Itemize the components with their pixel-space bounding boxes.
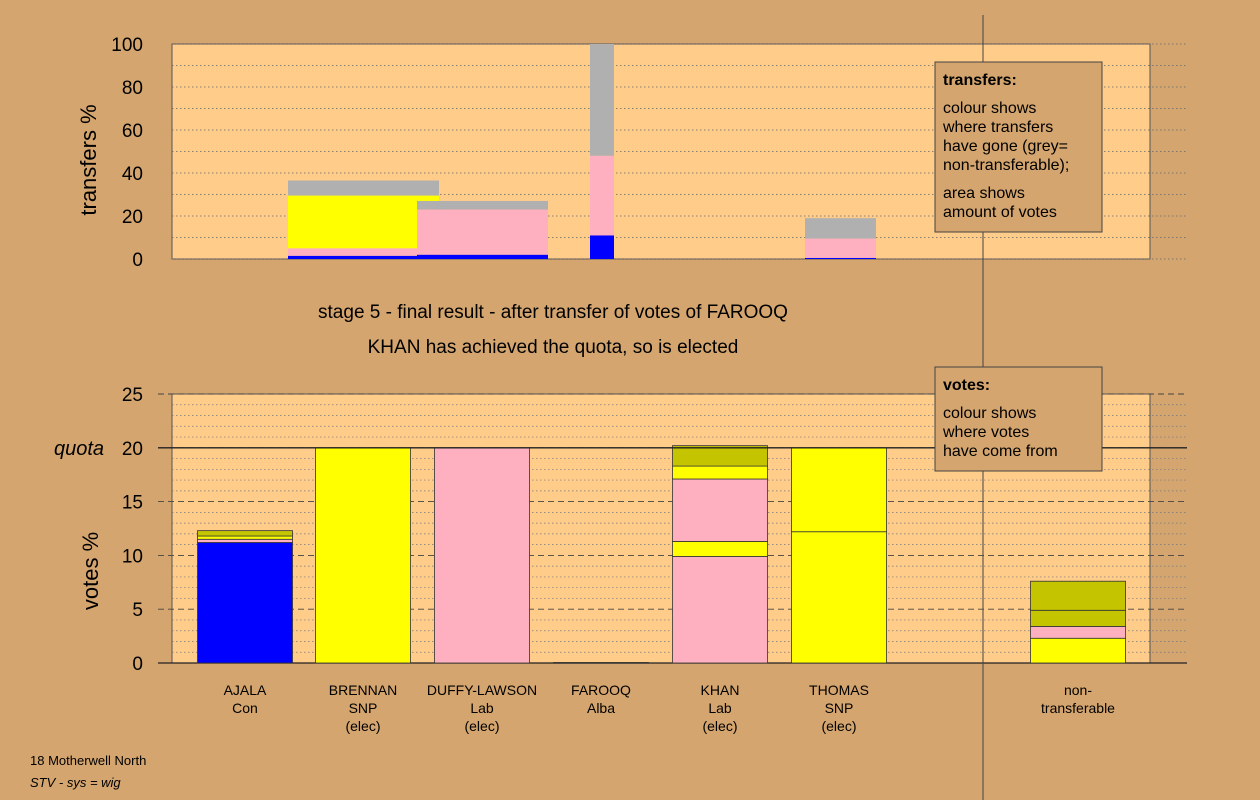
transfers-legend-line-5: area shows	[943, 185, 1025, 202]
candidate-label: non-	[1064, 682, 1092, 698]
candidate-label: Lab	[708, 700, 732, 716]
candidate-label: (elec)	[464, 718, 499, 734]
votes-legend-line-1: colour shows	[943, 405, 1036, 422]
candidate-label: DUFFY-LAWSON	[427, 682, 537, 698]
vote-segment-khan	[672, 541, 768, 557]
transfers-legend-line-4: non-transferable);	[943, 157, 1069, 174]
transfers-legend-line-2: where transfers	[942, 119, 1053, 136]
transfers-legend-line-3: have gone (grey=	[943, 138, 1068, 155]
transfers-legend: transfers: colour shows where transfers …	[934, 61, 1103, 233]
transfer-segment-duffy-lawson	[417, 200, 548, 210]
transfer-segment-brennan	[288, 255, 439, 259]
vote-segment-non-transferable	[1030, 580, 1126, 611]
transfers-legend-title: transfers:	[943, 72, 1017, 89]
votes-y-tick-label: 25	[122, 385, 143, 406]
candidate-label: (elec)	[345, 718, 380, 734]
candidate-label: (elec)	[702, 718, 737, 734]
footer-constituency: 18 Motherwell North	[30, 753, 146, 768]
candidate-label: SNP	[825, 700, 854, 716]
transfer-segment-farooq	[590, 44, 614, 156]
candidate-label: AJALA	[224, 682, 267, 698]
vote-segment-ajala	[197, 542, 293, 664]
votes-y-tick-label: 10	[122, 546, 143, 567]
candidate-label: KHAN	[701, 682, 740, 698]
votes-y-tick-label: 0	[132, 654, 143, 675]
vote-segment-khan	[672, 445, 768, 467]
transfers-y-ticks: 0 20 40 60 80 100	[111, 35, 143, 271]
vote-segment-non-transferable	[1030, 609, 1126, 627]
candidate-label: BRENNAN	[329, 682, 397, 698]
transfers-legend-line-6: amount of votes	[943, 204, 1057, 221]
footer-system: STV - sys = wig	[30, 775, 121, 790]
votes-y-tick-label: 5	[132, 600, 143, 621]
stage-subtitle: KHAN has achieved the quota, so is elect…	[368, 337, 739, 358]
candidate-label: THOMAS	[809, 682, 869, 698]
votes-legend-title: votes:	[943, 377, 990, 394]
transfer-segment-brennan	[288, 248, 439, 256]
transfer-segment-duffy-lawson	[417, 254, 548, 259]
transfer-segment-thomas	[805, 218, 876, 239]
transfers-y-tick-label: 100	[111, 35, 143, 56]
votes-y-tick-label: 20	[122, 439, 143, 460]
votes-y-tick-label: 15	[122, 493, 143, 514]
transfer-segment-thomas	[805, 238, 876, 258]
transfer-segment-brennan	[288, 180, 439, 196]
vote-segment-duffy-lawson	[434, 447, 530, 664]
votes-y-ticks: 0 5 10 15 20 25	[122, 385, 143, 675]
transfers-legend-line-1: colour shows	[943, 100, 1036, 117]
vote-segment-ajala	[197, 530, 293, 537]
votes-legend: votes: colour shows where votes have com…	[934, 366, 1103, 472]
vote-segment-ajala	[197, 535, 293, 540]
votes-y-axis-label: votes %	[78, 532, 103, 610]
transfers-y-tick-label: 40	[122, 164, 143, 185]
vote-segment-brennan	[315, 447, 411, 664]
candidate-label: (elec)	[821, 718, 856, 734]
votes-legend-line-2: where votes	[942, 424, 1029, 441]
vote-segment-farooq	[553, 662, 649, 664]
candidate-label: Alba	[587, 700, 615, 716]
transfer-segment-thomas	[805, 257, 876, 259]
transfers-bars	[288, 44, 876, 259]
vote-segment-khan	[672, 556, 768, 664]
candidate-label: Con	[232, 700, 258, 716]
transfers-y-tick-label: 20	[122, 207, 143, 228]
transfer-segment-brennan	[288, 195, 439, 249]
transfer-segment-farooq	[590, 155, 614, 236]
candidate-labels: AJALA Con BRENNAN SNP (elec) DUFFY-LAWSON Lab (…	[224, 682, 1116, 734]
transfer-segment-farooq	[590, 235, 614, 259]
transfers-y-tick-label: 0	[132, 250, 143, 271]
vote-segment-non-transferable	[1030, 637, 1126, 664]
candidate-label: SNP	[349, 700, 378, 716]
candidate-label: transferable	[1041, 700, 1115, 716]
quota-label: quota	[54, 438, 104, 460]
vote-segment-khan	[672, 465, 768, 480]
vote-segment-thomas	[791, 447, 887, 533]
candidate-label: Lab	[470, 700, 494, 716]
vote-segment-ajala	[197, 538, 293, 543]
stage-title: stage 5 - final result - after transfer …	[318, 302, 788, 323]
transfers-y-tick-label: 60	[122, 121, 143, 142]
vote-segment-non-transferable	[1030, 626, 1126, 639]
votes-bars	[197, 445, 1126, 664]
vote-segment-khan	[672, 478, 768, 542]
transfer-segment-duffy-lawson	[417, 209, 548, 255]
transfers-y-tick-label: 80	[122, 78, 143, 99]
candidate-label: FAROOQ	[571, 682, 631, 698]
votes-legend-line-3: have come from	[943, 443, 1058, 460]
vote-segment-thomas	[791, 531, 887, 664]
transfers-y-axis-label: transfers %	[76, 104, 101, 215]
